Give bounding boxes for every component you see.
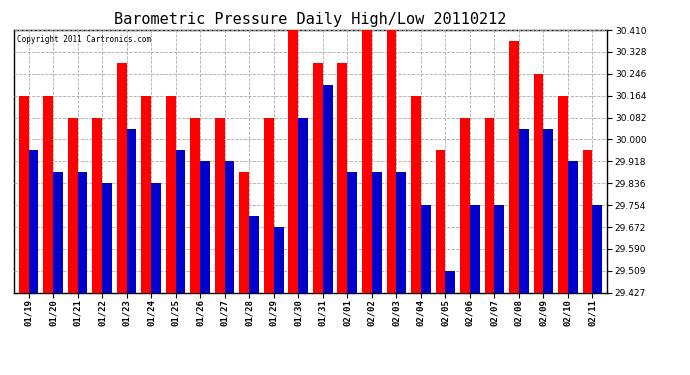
Bar (323, 85, 333, 292)
Bar (249, 216, 259, 292)
Bar (102, 183, 112, 292)
Bar (337, 63, 347, 292)
Bar (77, 172, 88, 292)
Bar (421, 205, 431, 292)
Bar (519, 129, 529, 292)
Bar (396, 172, 406, 292)
Bar (28, 150, 39, 292)
Bar (43, 96, 53, 292)
Bar (593, 205, 602, 292)
Bar (386, 30, 396, 292)
Bar (495, 205, 504, 292)
Bar (264, 118, 274, 292)
Bar (533, 74, 544, 292)
Bar (190, 118, 200, 292)
Bar (239, 172, 249, 292)
Bar (568, 161, 578, 292)
Bar (372, 172, 382, 292)
Bar (92, 118, 102, 292)
Bar (558, 96, 568, 292)
Bar (200, 161, 210, 292)
Bar (347, 172, 357, 292)
Bar (435, 150, 445, 292)
Bar (544, 129, 553, 292)
Bar (445, 271, 455, 292)
Bar (582, 150, 593, 292)
Bar (19, 96, 28, 292)
Bar (225, 161, 235, 292)
Bar (298, 118, 308, 292)
Bar (274, 227, 284, 292)
Bar (509, 41, 519, 292)
Bar (68, 118, 77, 292)
Bar (151, 183, 161, 292)
Bar (460, 118, 470, 292)
Title: Barometric Pressure Daily High/Low 20110212: Barometric Pressure Daily High/Low 20110… (115, 12, 506, 27)
Bar (470, 205, 480, 292)
Bar (126, 129, 137, 292)
Bar (362, 30, 372, 292)
Bar (53, 172, 63, 292)
Text: Copyright 2011 Cartronics.com: Copyright 2011 Cartronics.com (17, 35, 151, 44)
Bar (411, 96, 421, 292)
Bar (484, 118, 495, 292)
Bar (141, 96, 151, 292)
Bar (288, 30, 298, 292)
Bar (313, 63, 323, 292)
Bar (176, 150, 186, 292)
Bar (215, 118, 225, 292)
Bar (166, 96, 176, 292)
Bar (117, 63, 126, 292)
